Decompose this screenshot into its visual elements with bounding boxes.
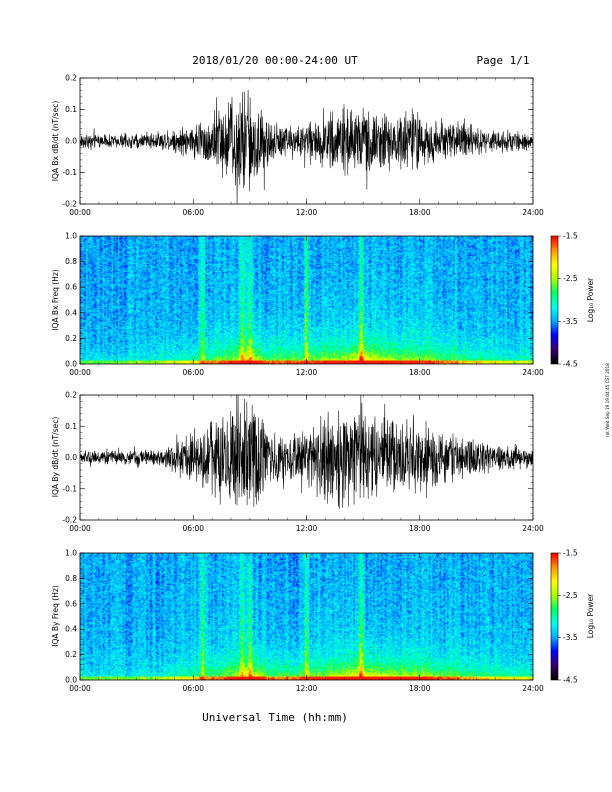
x-tick-label: 12:00 bbox=[296, 524, 318, 533]
by-spectrogram-panel: 0.0 0.2 0.4 0.6 0.8 1.0 00:00 06:00 12:00 18:00 2… bbox=[51, 549, 595, 694]
y-tick-label: 0.1 bbox=[65, 105, 77, 114]
y-tick-label: 0.0 bbox=[65, 676, 77, 685]
colorbar-tick-label: -4.5 bbox=[563, 360, 578, 369]
by-waveform-x-axis: 00:00 06:00 12:00 18:00 24:00 bbox=[69, 395, 544, 533]
y-tick-label: 0.0 bbox=[65, 137, 77, 146]
x-tick-label: 24:00 bbox=[522, 208, 544, 217]
by-colorbar-label: Log₁₀ Power bbox=[586, 593, 595, 638]
by-spectrogram-x-axis: 00:00 06:00 12:00 18:00 24:00 bbox=[69, 553, 544, 693]
bx-spectrogram-ylabel: IQA Bx Freq (Hz) bbox=[51, 269, 60, 331]
bx-waveform-trace bbox=[80, 89, 533, 204]
x-tick-label: 00:00 bbox=[69, 368, 91, 377]
bx-colorbar-ticks: -1.5 -2.5 -3.5 -4.5 bbox=[558, 232, 578, 369]
x-tick-label: 12:00 bbox=[296, 684, 318, 693]
y-tick-label: -0.1 bbox=[62, 484, 77, 493]
by-colorbar-ticks: -1.5 -2.5 -3.5 -4.5 bbox=[558, 549, 578, 685]
bx-waveform-y-axis: -0.2 -0.1 0.0 0.1 0.2 bbox=[62, 74, 533, 209]
x-tick-label: 24:00 bbox=[522, 684, 544, 693]
y-tick-label: 0.2 bbox=[65, 391, 77, 400]
x-tick-label: 18:00 bbox=[409, 524, 431, 533]
colorbar-tick-label: -4.5 bbox=[563, 676, 578, 685]
by-waveform-ylabel: IQA By dB/dt (nT/sec) bbox=[51, 417, 60, 498]
y-tick-label: 0.6 bbox=[65, 599, 77, 608]
x-tick-label: 00:00 bbox=[69, 684, 91, 693]
y-tick-label: 0.1 bbox=[65, 422, 77, 431]
generation-stamp: rot Wed Sep 19 19:04:45 CST 2018 bbox=[605, 363, 610, 437]
bx-colorbar-label: Log₁₀ Power bbox=[586, 277, 595, 322]
y-tick-label: 0.4 bbox=[65, 625, 77, 634]
colorbar-tick-label: -3.5 bbox=[563, 317, 578, 326]
x-tick-label: 06:00 bbox=[182, 208, 204, 217]
y-tick-label: 0.2 bbox=[65, 334, 77, 343]
page-indicator: Page 1/1 bbox=[477, 54, 530, 67]
x-tick-label: 06:00 bbox=[182, 684, 204, 693]
y-tick-label: -0.2 bbox=[62, 200, 77, 209]
bx-waveform-ylabel: IQA Bx dB/dt (nT/sec) bbox=[51, 101, 60, 182]
by-waveform-trace bbox=[80, 395, 533, 510]
x-tick-label: 18:00 bbox=[409, 208, 431, 217]
by-colorbar bbox=[551, 553, 558, 680]
y-tick-label: 0.0 bbox=[65, 453, 77, 462]
by-waveform-panel: -0.2 -0.1 0.0 0.1 0.2 00:00 06:00 12:00 18:00 24… bbox=[51, 391, 544, 534]
bx-waveform-panel: -0.2 -0.1 0.0 0.1 0.2 00:00 06:00 12:00 18:00 24… bbox=[51, 74, 544, 218]
y-tick-label: 0.6 bbox=[65, 283, 77, 292]
date-range-title: 2018/01/20 00:00-24:00 UT bbox=[192, 54, 358, 67]
y-tick-label: 0.2 bbox=[65, 650, 77, 659]
y-tick-label: 0.8 bbox=[65, 257, 77, 266]
y-tick-label: 0.0 bbox=[65, 360, 77, 369]
waveform-line bbox=[80, 89, 533, 204]
bx-spectrogram-x-axis: 00:00 06:00 12:00 18:00 24:00 bbox=[69, 236, 544, 377]
y-tick-label: -0.1 bbox=[62, 168, 77, 177]
by-spectrogram-y-axis: 0.0 0.2 0.4 0.6 0.8 1.0 bbox=[65, 549, 533, 685]
waveform-line bbox=[80, 395, 533, 510]
colorbar-tick-label: -3.5 bbox=[563, 633, 578, 642]
y-tick-label: 1.0 bbox=[65, 549, 77, 558]
x-tick-label: 24:00 bbox=[522, 368, 544, 377]
colorbar-tick-label: -1.5 bbox=[563, 232, 578, 241]
x-tick-label: 12:00 bbox=[296, 208, 318, 217]
x-tick-label: 06:00 bbox=[182, 524, 204, 533]
by-spectrogram-image bbox=[80, 553, 533, 680]
by-spectrogram-ylabel: IQA By Freq (Hz) bbox=[51, 585, 60, 647]
bx-waveform-x-axis: 00:00 06:00 12:00 18:00 24:00 bbox=[69, 78, 544, 217]
x-tick-label: 12:00 bbox=[296, 368, 318, 377]
bx-spectrogram-y-axis: 0.0 0.2 0.4 0.6 0.8 1.0 bbox=[65, 232, 533, 369]
y-tick-label: 1.0 bbox=[65, 232, 77, 241]
x-tick-label: 00:00 bbox=[69, 208, 91, 217]
x-tick-label: 18:00 bbox=[409, 684, 431, 693]
colorbar-tick-label: -2.5 bbox=[563, 591, 578, 600]
colorbar-tick-label: -1.5 bbox=[563, 549, 578, 558]
y-tick-label: 0.8 bbox=[65, 574, 77, 583]
bx-spectrogram-image bbox=[80, 236, 533, 364]
by-waveform-y-axis: -0.2 -0.1 0.0 0.1 0.2 bbox=[62, 391, 533, 525]
y-tick-label: -0.2 bbox=[62, 516, 77, 525]
bx-spectrogram-panel: 0.0 0.2 0.4 0.6 0.8 1.0 00:00 06:00 12:00 18:00 2… bbox=[51, 232, 595, 378]
bx-colorbar bbox=[551, 236, 558, 364]
x-axis-title: Universal Time (hh:mm) bbox=[202, 711, 348, 724]
y-tick-label: 0.2 bbox=[65, 74, 77, 83]
colorbar-tick-label: -2.5 bbox=[563, 274, 578, 283]
y-tick-label: 0.4 bbox=[65, 308, 77, 317]
x-tick-label: 06:00 bbox=[182, 368, 204, 377]
x-tick-label: 00:00 bbox=[69, 524, 91, 533]
x-tick-label: 18:00 bbox=[409, 368, 431, 377]
x-tick-label: 24:00 bbox=[522, 524, 544, 533]
